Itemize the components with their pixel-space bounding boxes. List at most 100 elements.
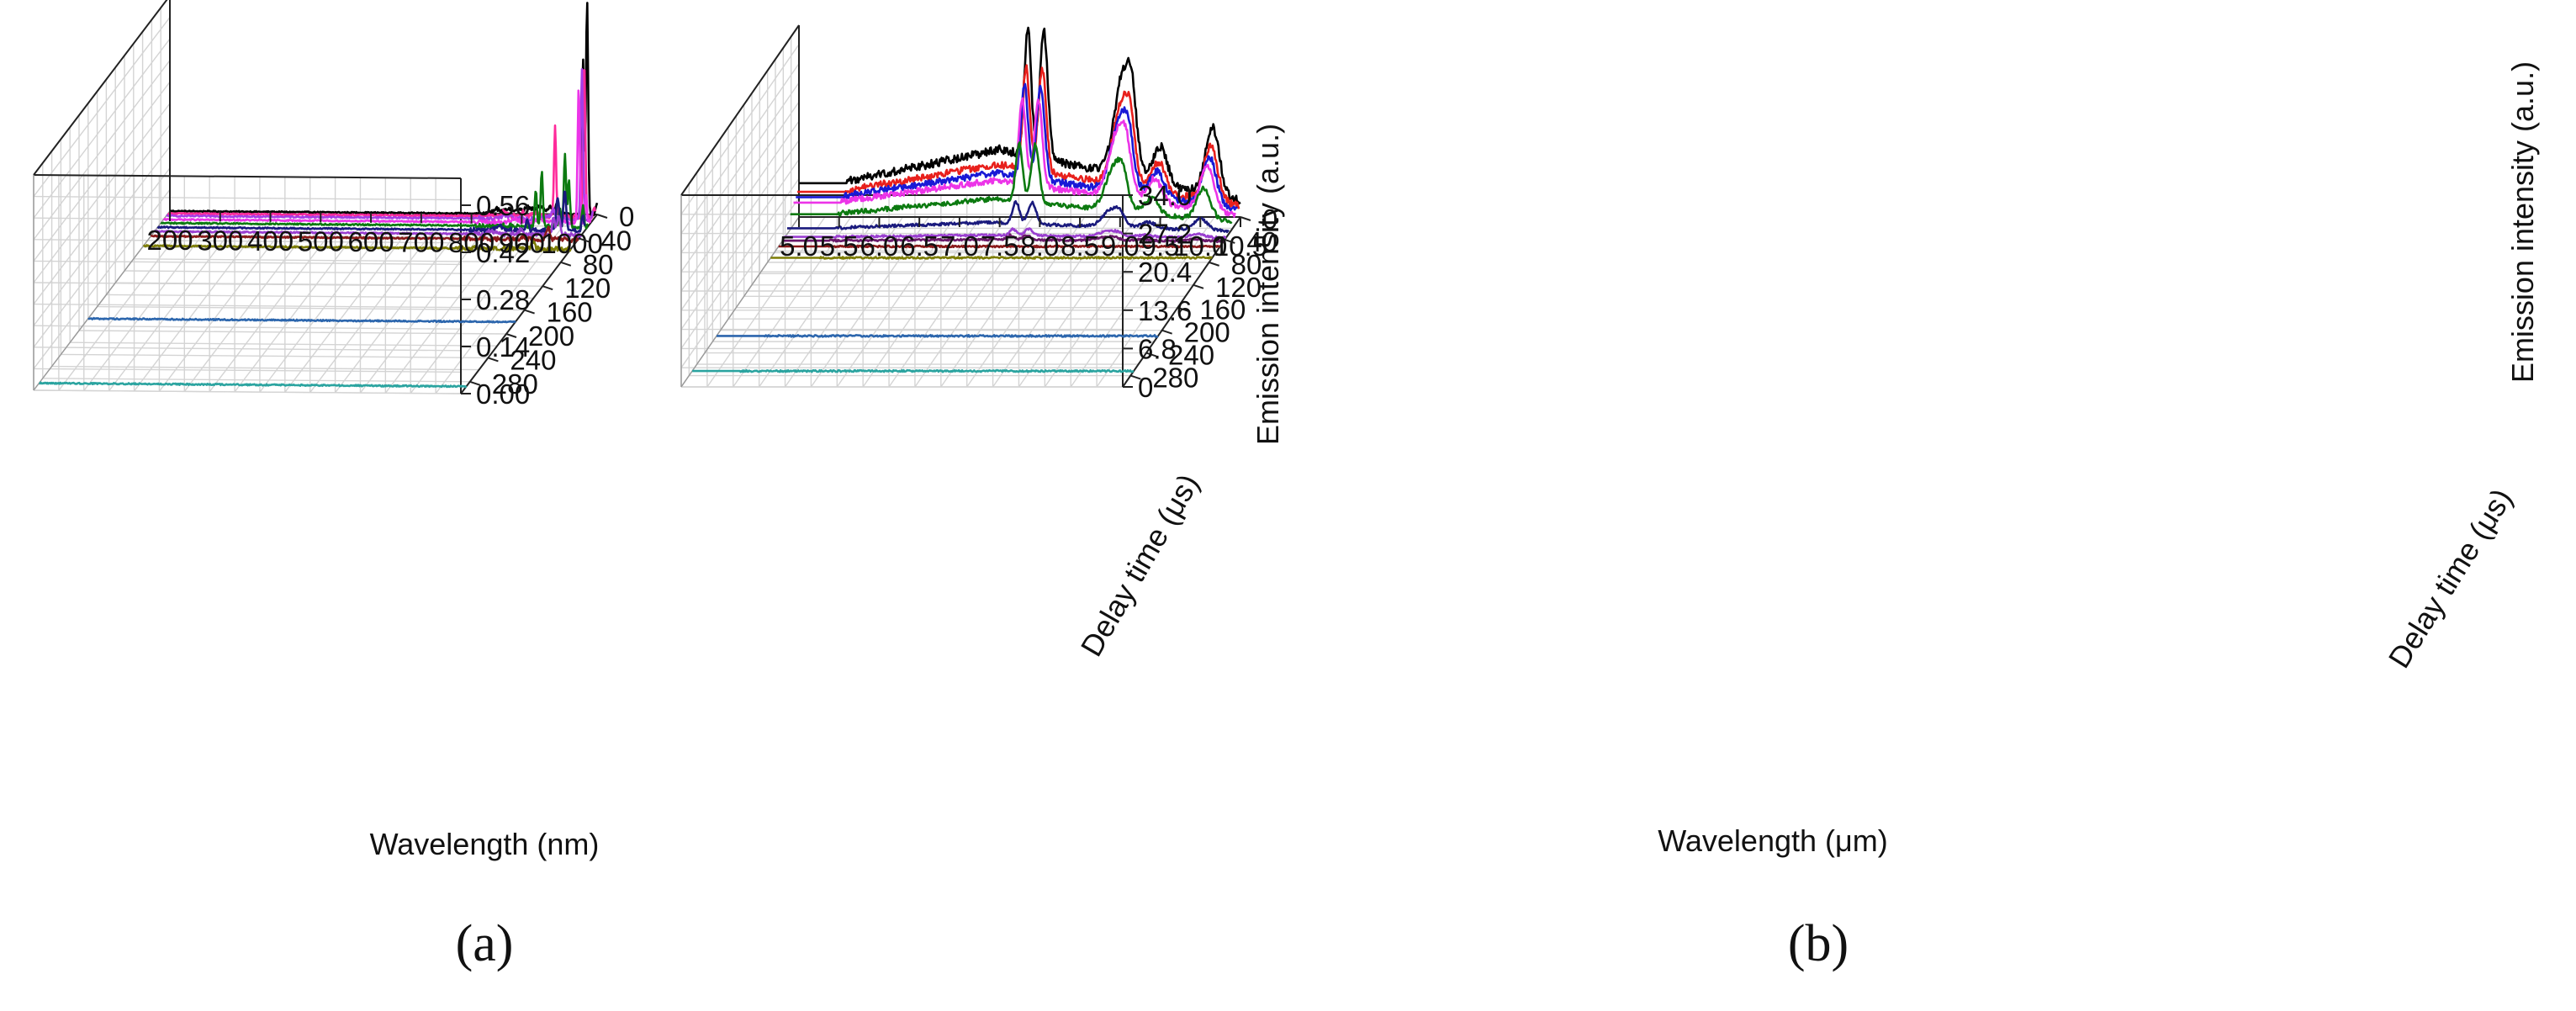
- back-wall-gridline: [33, 347, 462, 352]
- y-axis-line: [460, 214, 598, 394]
- left-wall-gridline: [33, 17, 171, 198]
- back-wall-gridline: [33, 239, 462, 244]
- y-tick-mark: [1209, 261, 1219, 267]
- left-wall-gridline: [33, 103, 171, 283]
- floor-gridline: [706, 216, 826, 388]
- floor-gridline: [359, 213, 498, 394]
- x-tick-label: 1000: [541, 228, 602, 259]
- floor-gridline: [70, 341, 498, 347]
- x-tick-label: 10.0: [1173, 230, 1227, 262]
- x-tick-label: 700: [398, 226, 444, 257]
- floor-gridline: [435, 214, 573, 394]
- y-tick-mark: [524, 309, 535, 315]
- y-tick-label: 40: [1246, 226, 1277, 257]
- left-wall-gridline: [33, 38, 171, 219]
- y-tick-mark: [579, 237, 590, 243]
- y-tick-mark: [1193, 283, 1204, 289]
- left-wall-gridline: [680, 197, 800, 368]
- left-wall-gridline: [680, 63, 800, 234]
- x-tick-label: 5.0: [780, 230, 818, 262]
- x-tick-label: 7.0: [940, 230, 979, 262]
- z-tick-label: 0.56: [476, 190, 530, 221]
- back-wall-gridline: [33, 260, 462, 266]
- frame-edge: [680, 216, 800, 388]
- panel-b-x-axis-title: Wavelength (μm): [1658, 823, 1887, 858]
- z-tick-label: 0.14: [476, 331, 530, 363]
- x-tick-label: 10.5: [1214, 230, 1267, 262]
- y-tick-mark: [1240, 216, 1251, 221]
- spectrum-line-delay-38: [784, 227, 1227, 240]
- floor-gridline: [133, 258, 561, 263]
- y-tick-label: 120: [1215, 272, 1262, 303]
- floor-gridline: [124, 270, 553, 275]
- left-wall-gridline: [680, 101, 800, 273]
- floor-gridline: [106, 294, 534, 299]
- y-tick-label: 280: [492, 368, 538, 400]
- z-tick-label: 6.8: [1138, 333, 1177, 364]
- y-axis-line: [1122, 216, 1241, 388]
- spectrum-line-delay-180: [87, 316, 516, 324]
- y-tick-label: 0: [1262, 204, 1277, 235]
- left-wall-gridline: [680, 140, 800, 311]
- spectrum-line-delay-272: [691, 368, 1135, 373]
- y-tick-mark: [1225, 238, 1235, 244]
- floor-gridline: [1070, 216, 1189, 388]
- floor-gridline: [78, 330, 507, 335]
- back-wall-gridline: [33, 389, 462, 394]
- z-tick-label: 0.42: [476, 237, 530, 268]
- x-tick-label: 6.0: [860, 230, 899, 262]
- panel-a-z-axis-title: Emission intensity (a.u.): [1251, 124, 1285, 445]
- y-tick-mark: [1145, 352, 1157, 357]
- y-tick-mark: [469, 380, 481, 386]
- y-tick-label: 80: [583, 249, 614, 280]
- spectrum-line-delay-4: [167, 69, 597, 220]
- panel-a-x-axis-title: Wavelength (nm): [370, 827, 600, 861]
- x-tick-label: 800: [448, 227, 495, 258]
- left-wall-gridline: [33, 188, 171, 369]
- z-tick-label: 34.0: [1138, 180, 1192, 211]
- panel-b-y-axis-title: Delay time (μs): [2382, 483, 2519, 675]
- panel-a-z-ticks: 0.00 0.14 0.28 0.42 0.56: [461, 190, 530, 410]
- spectrum-line-delay-52: [778, 244, 1221, 249]
- panel-b-axes-frame: [680, 24, 1241, 388]
- x-tick-label: 8.5: [1061, 230, 1099, 262]
- left-wall-gridline: [680, 178, 800, 349]
- floor-gridline: [42, 378, 470, 383]
- y-tick-label: 240: [510, 344, 556, 375]
- floor-gridline: [384, 213, 522, 394]
- left-wall-gridline: [33, 60, 171, 241]
- y-tick-label: 120: [564, 273, 611, 304]
- back-wall-gridline: [33, 325, 462, 330]
- y-tick-mark: [560, 261, 572, 267]
- x-tick-label: 8.0: [1020, 230, 1059, 262]
- panel-b-chart: 5.0 5.5 6.0 6.5 7.0 7.5 8.0 8.5 9.0 9.510.010.5 0…: [680, 24, 2540, 972]
- y-tick-mark: [1161, 329, 1172, 335]
- y-tick-mark: [505, 333, 517, 338]
- y-tick-label: 200: [528, 320, 574, 352]
- y-tick-mark: [1130, 374, 1141, 380]
- panel-b-gridlines: [680, 24, 1241, 388]
- spectrum-line-delay-30: [786, 200, 1230, 234]
- left-wall-gridline: [680, 44, 800, 215]
- spectrum-line-delay-14: [162, 89, 592, 226]
- z-tick-label: 0.28: [476, 284, 530, 315]
- y-tick-label: 200: [1184, 317, 1230, 348]
- spectrum-line-delay-58: [142, 240, 572, 253]
- y-tick-label: 160: [547, 297, 593, 328]
- left-wall-gridline: [680, 82, 800, 253]
- y-tick-label: 40: [600, 225, 632, 256]
- x-tick-label: 200: [146, 225, 193, 256]
- x-tick-label: 9.5: [1141, 230, 1180, 262]
- spectrum-line-delay-44: [781, 233, 1225, 244]
- back-wall-gridline: [33, 368, 462, 373]
- x-tick-label: 500: [298, 225, 344, 257]
- panel-a-label: (a): [456, 915, 514, 972]
- panel-a-spectra: [39, 2, 599, 389]
- y-tick-label: 280: [1152, 363, 1198, 394]
- floor-gridline: [410, 214, 547, 394]
- x-tick-label: 7.5: [981, 230, 1019, 262]
